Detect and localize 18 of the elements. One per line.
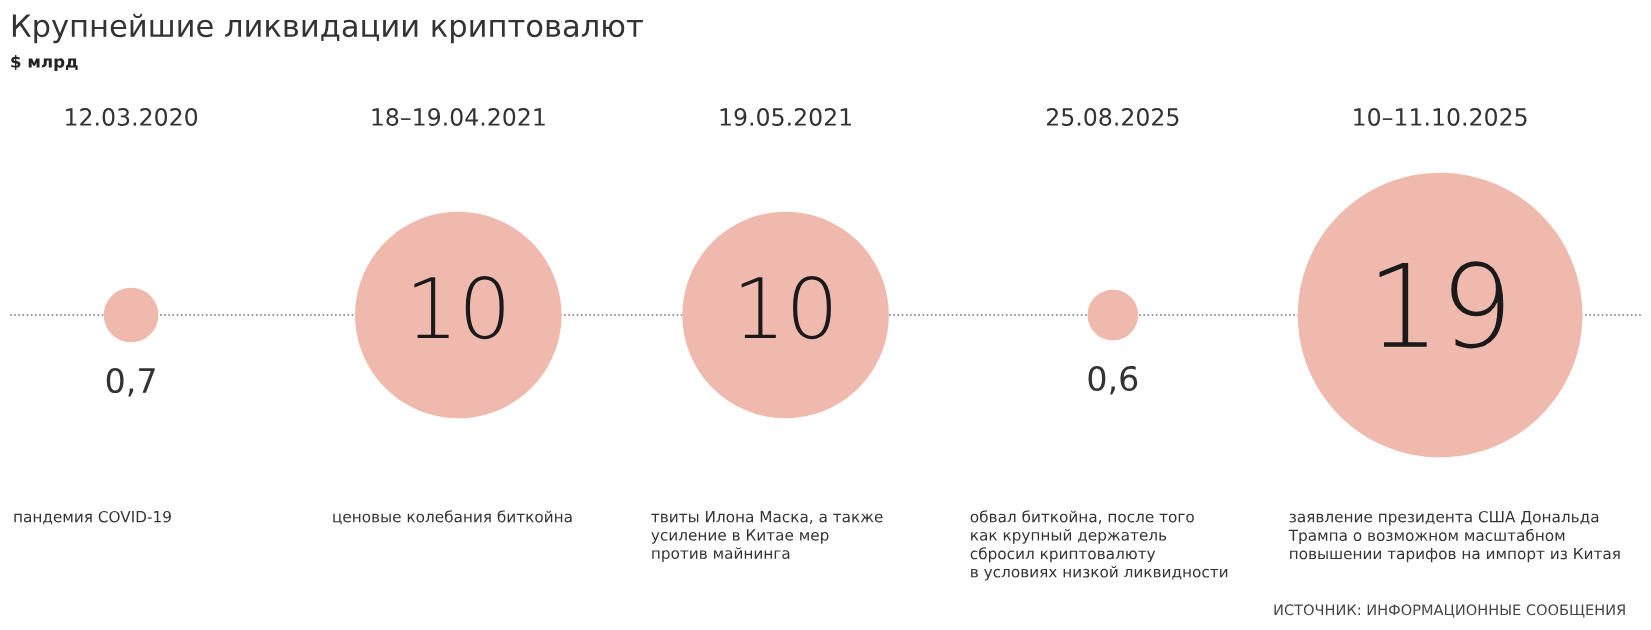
category-label: 18–19.04.2021	[372, 108, 545, 126]
data-label: 10	[414, 276, 504, 340]
text: ценовые колебания биткойна	[333, 510, 572, 525]
text: твиты Илона Маска, а также усиление в Китае мер против майнинга	[651, 511, 883, 562]
text: пандемия COVID-19	[14, 510, 171, 525]
text: ИСТОЧНИК: ИНФОРМАЦИОННЫЕ СООБЩЕНИЯ	[1274, 604, 1625, 618]
data-label: 10	[741, 276, 831, 340]
data-label: 0,6	[1088, 365, 1138, 395]
text: заявление президента США Дональда Трампа о возможном масштабном повышении тарифов на импорт из Китая	[1288, 510, 1620, 563]
text: Крупнейшие ликвидации криптовалют	[12, 13, 643, 44]
category-label: 10–11.10.2025	[1354, 108, 1527, 126]
text: $ млрд	[11, 54, 78, 72]
category-label: 19.05.2021	[720, 108, 852, 126]
text: обвал биткойна, после того как крупный держатель сбросил криптовалюту в условиях низкой ликвидности	[970, 510, 1228, 581]
category-label: 25.08.2025	[1046, 108, 1179, 126]
data-label: 0,7	[106, 367, 155, 397]
category-label: 12.03.2020	[66, 108, 198, 126]
data-label: 19	[1379, 261, 1504, 349]
